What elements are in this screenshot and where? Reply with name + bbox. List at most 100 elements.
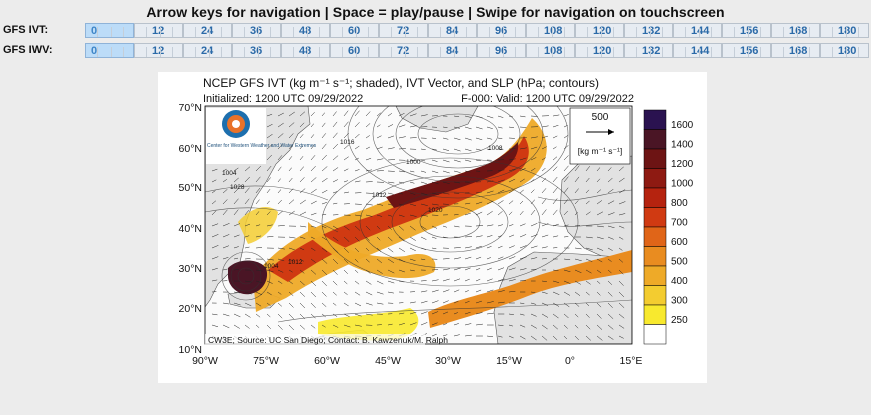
sub-hour-tick[interactable] xyxy=(195,47,196,57)
sub-hour-tick[interactable] xyxy=(760,47,761,57)
forecast-hour-cell[interactable]: 108 xyxy=(526,43,575,58)
sub-hour-tick[interactable] xyxy=(111,27,112,37)
sub-hour-tick[interactable] xyxy=(587,47,588,57)
sub-hour-tick[interactable] xyxy=(466,27,467,37)
sub-hour-tick[interactable] xyxy=(711,47,712,57)
sub-hour-tick[interactable] xyxy=(160,47,161,57)
forecast-hour-cell[interactable]: 36 xyxy=(232,23,281,38)
sub-hour-tick[interactable] xyxy=(613,47,614,57)
forecast-hour-cell[interactable]: 84 xyxy=(428,23,477,38)
sub-hour-tick[interactable] xyxy=(685,47,686,57)
sub-hour-tick[interactable] xyxy=(503,47,504,57)
sub-hour-tick[interactable] xyxy=(391,27,392,37)
sub-hour-tick[interactable] xyxy=(270,47,271,57)
sub-hour-tick[interactable] xyxy=(258,47,259,57)
forecast-hour-cell[interactable]: 60 xyxy=(330,23,379,38)
forecast-hour-cell[interactable]: 168 xyxy=(771,43,820,58)
sub-hour-tick[interactable] xyxy=(368,27,369,37)
sub-hour-tick[interactable] xyxy=(172,27,173,37)
sub-hour-tick[interactable] xyxy=(319,47,320,57)
sub-hour-tick[interactable] xyxy=(613,27,614,37)
sub-hour-tick[interactable] xyxy=(97,47,98,57)
sub-hour-tick[interactable] xyxy=(809,47,810,57)
forecast-hour-cell[interactable]: 84 xyxy=(428,43,477,58)
sub-hour-tick[interactable] xyxy=(195,27,196,37)
sub-hour-tick[interactable] xyxy=(601,27,602,37)
sub-hour-tick[interactable] xyxy=(587,27,588,37)
forecast-hour-cell[interactable]: 180 xyxy=(820,43,869,58)
sub-hour-tick[interactable] xyxy=(699,47,700,57)
forecast-hour-cell[interactable]: 72 xyxy=(379,23,428,38)
forecast-hour-cell[interactable]: 156 xyxy=(722,23,771,38)
sub-hour-tick[interactable] xyxy=(748,47,749,57)
forecast-hour-cell[interactable]: 12 xyxy=(134,43,183,58)
forecast-hour-cell[interactable]: 168 xyxy=(771,23,820,38)
sub-hour-tick[interactable] xyxy=(123,47,124,57)
sub-hour-tick[interactable] xyxy=(601,47,602,57)
sub-hour-tick[interactable] xyxy=(832,47,833,57)
forecast-hour-cell[interactable]: 144 xyxy=(673,23,722,38)
sub-hour-tick[interactable] xyxy=(515,27,516,37)
sub-hour-tick[interactable] xyxy=(783,27,784,37)
forecast-hour-cell[interactable]: 48 xyxy=(281,43,330,58)
forecast-hour-cell[interactable]: 72 xyxy=(379,43,428,58)
forecast-hour-cell[interactable]: 132 xyxy=(624,23,673,38)
forecast-hour-cell[interactable]: 0 xyxy=(85,43,134,58)
sub-hour-tick[interactable] xyxy=(489,27,490,37)
sub-hour-tick[interactable] xyxy=(538,27,539,37)
sub-hour-tick[interactable] xyxy=(405,27,406,37)
forecast-hour-cell[interactable]: 48 xyxy=(281,23,330,38)
sub-hour-tick[interactable] xyxy=(858,47,859,57)
sub-hour-tick[interactable] xyxy=(636,47,637,57)
forecast-hour-cell[interactable]: 0 xyxy=(85,23,134,38)
sub-hour-tick[interactable] xyxy=(146,27,147,37)
sub-hour-tick[interactable] xyxy=(489,47,490,57)
sub-hour-tick[interactable] xyxy=(564,47,565,57)
sub-hour-tick[interactable] xyxy=(650,27,651,37)
sub-hour-tick[interactable] xyxy=(650,47,651,57)
sub-hour-tick[interactable] xyxy=(97,27,98,37)
sub-hour-tick[interactable] xyxy=(209,27,210,37)
sub-hour-tick[interactable] xyxy=(221,27,222,37)
sub-hour-tick[interactable] xyxy=(503,27,504,37)
sub-hour-tick[interactable] xyxy=(307,47,308,57)
sub-hour-tick[interactable] xyxy=(342,27,343,37)
sub-hour-tick[interactable] xyxy=(209,47,210,57)
sub-hour-tick[interactable] xyxy=(564,27,565,37)
sub-hour-tick[interactable] xyxy=(342,47,343,57)
sub-hour-tick[interactable] xyxy=(258,27,259,37)
sub-hour-tick[interactable] xyxy=(417,47,418,57)
sub-hour-tick[interactable] xyxy=(293,27,294,37)
sub-hour-tick[interactable] xyxy=(832,27,833,37)
sub-hour-tick[interactable] xyxy=(440,47,441,57)
sub-hour-tick[interactable] xyxy=(515,47,516,57)
sub-hour-tick[interactable] xyxy=(466,47,467,57)
sub-hour-tick[interactable] xyxy=(417,27,418,37)
sub-hour-tick[interactable] xyxy=(307,27,308,37)
sub-hour-tick[interactable] xyxy=(221,47,222,57)
sub-hour-tick[interactable] xyxy=(846,27,847,37)
forecast-hour-cell[interactable]: 12 xyxy=(134,23,183,38)
forecast-hour-cell[interactable]: 96 xyxy=(477,23,526,38)
forecast-hour-cell[interactable]: 96 xyxy=(477,43,526,58)
sub-hour-tick[interactable] xyxy=(391,47,392,57)
forecast-hour-cell[interactable]: 60 xyxy=(330,43,379,58)
sub-hour-tick[interactable] xyxy=(270,27,271,37)
sub-hour-tick[interactable] xyxy=(552,27,553,37)
forecast-hour-cell[interactable]: 132 xyxy=(624,43,673,58)
sub-hour-tick[interactable] xyxy=(454,27,455,37)
sub-hour-tick[interactable] xyxy=(319,27,320,37)
sub-hour-tick[interactable] xyxy=(685,27,686,37)
sub-hour-tick[interactable] xyxy=(748,27,749,37)
sub-hour-tick[interactable] xyxy=(368,47,369,57)
sub-hour-tick[interactable] xyxy=(538,47,539,57)
sub-hour-tick[interactable] xyxy=(636,27,637,37)
sub-hour-tick[interactable] xyxy=(356,27,357,37)
sub-hour-tick[interactable] xyxy=(662,47,663,57)
sub-hour-tick[interactable] xyxy=(160,27,161,37)
sub-hour-tick[interactable] xyxy=(783,47,784,57)
sub-hour-tick[interactable] xyxy=(797,27,798,37)
forecast-hour-cell[interactable]: 24 xyxy=(183,23,232,38)
sub-hour-tick[interactable] xyxy=(797,47,798,57)
forecast-hour-cell[interactable]: 108 xyxy=(526,23,575,38)
